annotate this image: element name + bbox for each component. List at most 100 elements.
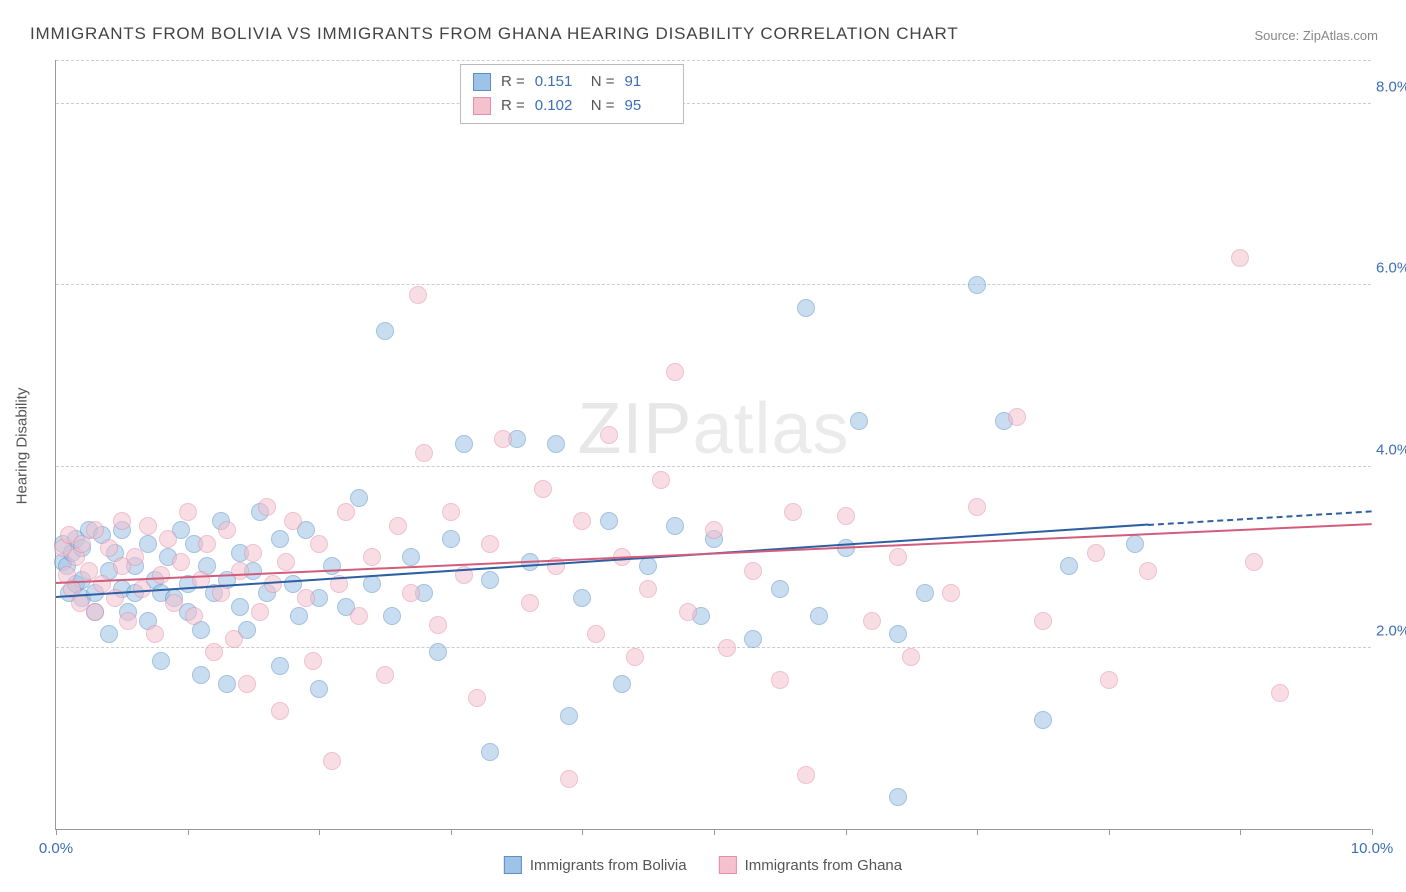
- gridline: [56, 647, 1371, 648]
- legend-swatch: [719, 856, 737, 874]
- data-point: [837, 507, 855, 525]
- data-point: [1231, 249, 1249, 267]
- x-tick: [188, 829, 189, 835]
- data-point: [271, 530, 289, 548]
- data-point: [810, 607, 828, 625]
- data-point: [113, 512, 131, 530]
- data-point: [771, 671, 789, 689]
- data-point: [1008, 408, 1026, 426]
- series-legend: Immigrants from Bolivia Immigrants from G…: [504, 856, 902, 874]
- data-point: [547, 435, 565, 453]
- x-tick: [1240, 829, 1241, 835]
- legend-item: Immigrants from Bolivia: [504, 856, 687, 874]
- data-point: [481, 743, 499, 761]
- data-point: [86, 521, 104, 539]
- data-point: [587, 625, 605, 643]
- data-point: [560, 707, 578, 725]
- data-point: [251, 603, 269, 621]
- legend-swatch: [504, 856, 522, 874]
- trend-line: [1148, 510, 1372, 526]
- data-point: [290, 607, 308, 625]
- data-point: [442, 503, 460, 521]
- data-point: [613, 675, 631, 693]
- x-tick: [1372, 829, 1373, 835]
- data-point: [323, 557, 341, 575]
- data-point: [146, 625, 164, 643]
- data-point: [1034, 711, 1052, 729]
- legend-swatch: [473, 73, 491, 91]
- legend-label: Immigrants from Bolivia: [530, 857, 687, 874]
- x-tick: [451, 829, 452, 835]
- r-label: R =: [501, 70, 525, 94]
- data-point: [179, 503, 197, 521]
- legend-label: Immigrants from Ghana: [745, 857, 903, 874]
- data-point: [889, 548, 907, 566]
- data-point: [218, 675, 236, 693]
- data-point: [238, 675, 256, 693]
- data-point: [481, 535, 499, 553]
- data-point: [573, 512, 591, 530]
- legend-swatch: [473, 97, 491, 115]
- gridline: [56, 103, 1371, 104]
- data-point: [363, 575, 381, 593]
- data-point: [784, 503, 802, 521]
- data-point: [1139, 562, 1157, 580]
- data-point: [337, 503, 355, 521]
- gridline: [56, 60, 1371, 61]
- data-point: [1087, 544, 1105, 562]
- data-point: [1060, 557, 1078, 575]
- data-point: [402, 584, 420, 602]
- source-name: ZipAtlas.com: [1303, 28, 1378, 43]
- data-point: [323, 752, 341, 770]
- data-point: [310, 680, 328, 698]
- data-point: [666, 363, 684, 381]
- data-point: [534, 480, 552, 498]
- x-tick: [56, 829, 57, 835]
- data-point: [1034, 612, 1052, 630]
- x-tick: [319, 829, 320, 835]
- data-point: [86, 603, 104, 621]
- data-point: [192, 666, 210, 684]
- data-point: [916, 584, 934, 602]
- data-point: [284, 512, 302, 530]
- data-point: [126, 548, 144, 566]
- y-tick-label: 2.0%: [1376, 622, 1406, 639]
- chart-title: IMMIGRANTS FROM BOLIVIA VS IMMIGRANTS FR…: [30, 24, 959, 44]
- data-point: [573, 589, 591, 607]
- data-point: [100, 625, 118, 643]
- data-point: [863, 612, 881, 630]
- data-point: [560, 770, 578, 788]
- data-point: [968, 276, 986, 294]
- data-point: [119, 612, 137, 630]
- data-point: [185, 607, 203, 625]
- data-point: [231, 562, 249, 580]
- data-point: [902, 648, 920, 666]
- data-point: [626, 648, 644, 666]
- data-point: [159, 530, 177, 548]
- r-value: 0.102: [535, 94, 581, 118]
- data-point: [73, 535, 91, 553]
- x-tick: [582, 829, 583, 835]
- data-point: [198, 535, 216, 553]
- data-point: [152, 652, 170, 670]
- data-point: [744, 630, 762, 648]
- data-point: [652, 471, 670, 489]
- correlation-legend: R =0.151N =91R =0.102N =95: [460, 64, 684, 124]
- data-point: [409, 286, 427, 304]
- x-tick: [714, 829, 715, 835]
- data-point: [389, 517, 407, 535]
- data-point: [383, 607, 401, 625]
- data-point: [771, 580, 789, 598]
- y-tick-label: 8.0%: [1376, 79, 1406, 96]
- source-prefix: Source:: [1254, 28, 1302, 43]
- legend-row: R =0.102N =95: [473, 94, 671, 118]
- watermark: ZIPatlas: [577, 388, 849, 470]
- data-point: [231, 598, 249, 616]
- n-value: 91: [625, 70, 671, 94]
- data-point: [639, 580, 657, 598]
- data-point: [310, 535, 328, 553]
- y-tick-label: 6.0%: [1376, 260, 1406, 277]
- data-point: [277, 553, 295, 571]
- data-point: [521, 594, 539, 612]
- data-point: [705, 521, 723, 539]
